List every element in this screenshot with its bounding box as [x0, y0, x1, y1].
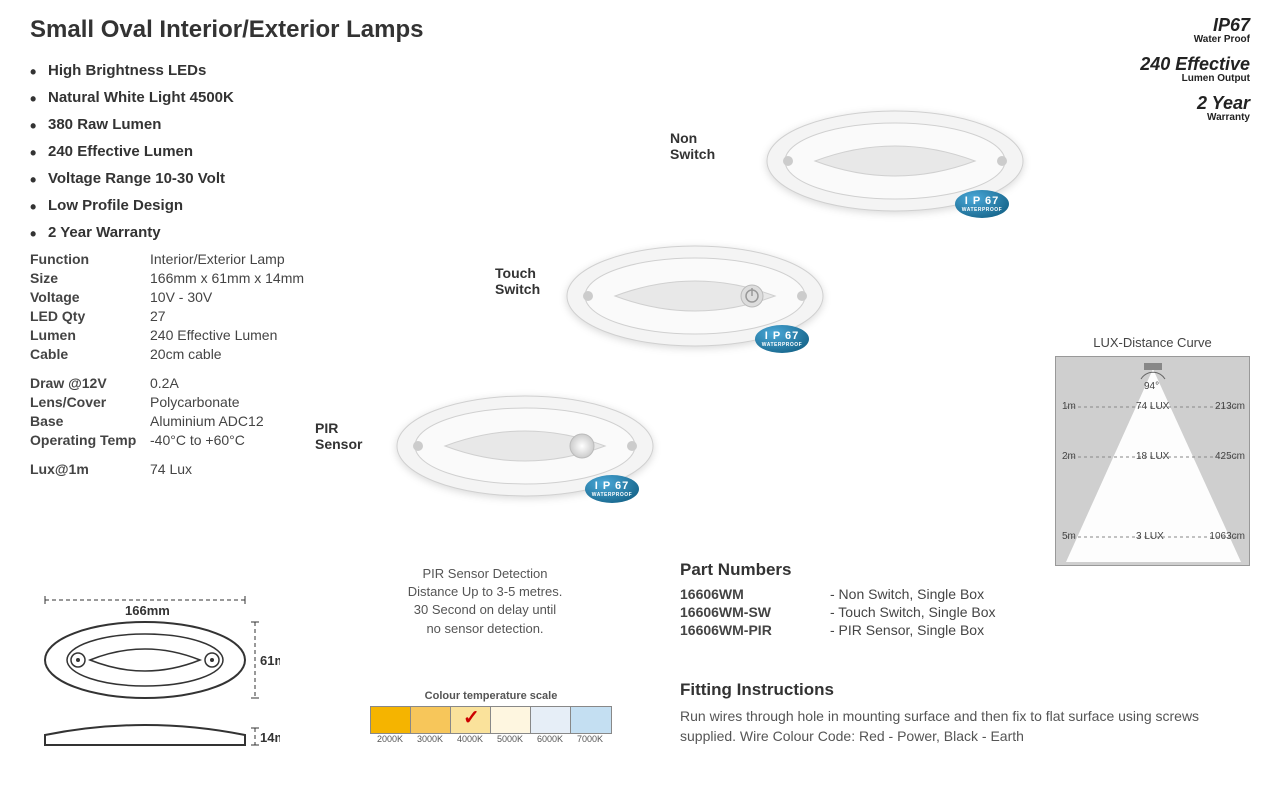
lux-angle: 94° — [1144, 381, 1159, 392]
lux-value: 18 LUX — [1136, 451, 1169, 462]
cts-label: 4000K — [450, 734, 490, 744]
part-code: 16606WM-SW — [680, 604, 830, 620]
color-temp-scale: Colour temperature scale ✓ 2000K3000K400… — [370, 690, 612, 744]
bullet-item: High Brightness LEDs — [30, 62, 1250, 79]
ip67-badge: I P 67WATERPROOF — [955, 190, 1009, 218]
bullet-item: Low Profile Design — [30, 197, 1250, 214]
dimension-drawing: 166mm 61mm 14mm — [30, 590, 280, 775]
cts-label: 6000K — [530, 734, 570, 744]
spec-value: -40°C to +60°C — [150, 432, 245, 448]
cts-label: 7000K — [570, 734, 610, 744]
spec-value: 0.2A — [150, 375, 179, 391]
spec-label: Draw @12V — [30, 375, 150, 391]
spec-label: Lux@1m — [30, 461, 150, 477]
spec-label: Size — [30, 270, 150, 286]
spec-label: LED Qty — [30, 308, 150, 324]
badge-main: IP67 — [1140, 16, 1250, 34]
bullet-item: 380 Raw Lumen — [30, 116, 1250, 133]
spec-label: Function — [30, 251, 150, 267]
spec-value: 240 Effective Lumen — [150, 327, 277, 343]
bullet-item: 240 Effective Lumen — [30, 143, 1250, 160]
feature-bullets: High Brightness LEDs Natural White Light … — [30, 62, 1250, 241]
spec-value: 20cm cable — [150, 346, 222, 362]
bullet-item: Natural White Light 4500K — [30, 89, 1250, 106]
lux-dist: 1m — [1062, 401, 1076, 412]
cts-cell — [411, 707, 451, 733]
spec-value: 166mm x 61mm x 14mm — [150, 270, 304, 286]
lux-spread: 425cm — [1215, 451, 1245, 462]
lux-dist: 2m — [1062, 451, 1076, 462]
cts-cell — [571, 707, 611, 733]
cts-cell — [531, 707, 571, 733]
ip67-badge: I P 67WATERPROOF — [755, 325, 809, 353]
part-desc: - PIR Sensor, Single Box — [830, 622, 984, 638]
cts-label: 2000K — [370, 734, 410, 744]
ip67-badge: I P 67WATERPROOF — [585, 475, 639, 503]
badge-sub: Water Proof — [1140, 34, 1250, 45]
part-desc: - Touch Switch, Single Box — [830, 604, 996, 620]
spec-value: 27 — [150, 308, 166, 324]
lux-dist: 5m — [1062, 531, 1076, 542]
lux-spread: 213cm — [1215, 401, 1245, 412]
spec-value: Aluminium ADC12 — [150, 413, 264, 429]
cts-cell — [491, 707, 531, 733]
svg-text:166mm: 166mm — [125, 603, 170, 618]
lamp-label: TouchSwitch — [495, 265, 540, 297]
bullet-item: 2 Year Warranty — [30, 224, 1250, 241]
spec-value: Polycarbonate — [150, 394, 240, 410]
lux-value: 3 LUX — [1136, 531, 1164, 542]
cts-label: 5000K — [490, 734, 530, 744]
cts-label: 3000K — [410, 734, 450, 744]
fitting-instructions: Fitting Instructions Run wires through h… — [680, 680, 1240, 747]
lux-value: 74 LUX — [1136, 401, 1169, 412]
part-code: 16606WM — [680, 586, 830, 602]
part-code: 16606WM-PIR — [680, 622, 830, 638]
lamp-label: PIRSensor — [315, 420, 362, 452]
cts-cell: ✓ — [451, 707, 491, 733]
pir-note: PIR Sensor DetectionDistance Up to 3-5 m… — [370, 565, 600, 638]
spec-value: 74 Lux — [150, 461, 192, 477]
cts-cell — [371, 707, 411, 733]
lux-distance-curve: LUX-Distance Curve 94°1m74 LUX213cm2m18 … — [1055, 335, 1250, 566]
spec-label: Cable — [30, 346, 150, 362]
page-title: Small Oval Interior/Exterior Lamps — [30, 16, 1250, 44]
spec-value: 10V - 30V — [150, 289, 212, 305]
bullet-item: Voltage Range 10-30 Volt — [30, 170, 1250, 187]
svg-text:61mm: 61mm — [260, 653, 280, 668]
lux-spread: 1063cm — [1209, 531, 1245, 542]
part-numbers: Part Numbers 16606WM- Non Switch, Single… — [680, 560, 996, 640]
spec-value: Interior/Exterior Lamp — [150, 251, 285, 267]
spec-label: Voltage — [30, 289, 150, 305]
spec-label: Lens/Cover — [30, 394, 150, 410]
part-desc: - Non Switch, Single Box — [830, 586, 984, 602]
spec-label: Operating Temp — [30, 432, 150, 448]
svg-text:14mm: 14mm — [260, 730, 280, 745]
spec-label: Lumen — [30, 327, 150, 343]
lamp-label: NonSwitch — [670, 130, 715, 162]
spec-label: Base — [30, 413, 150, 429]
